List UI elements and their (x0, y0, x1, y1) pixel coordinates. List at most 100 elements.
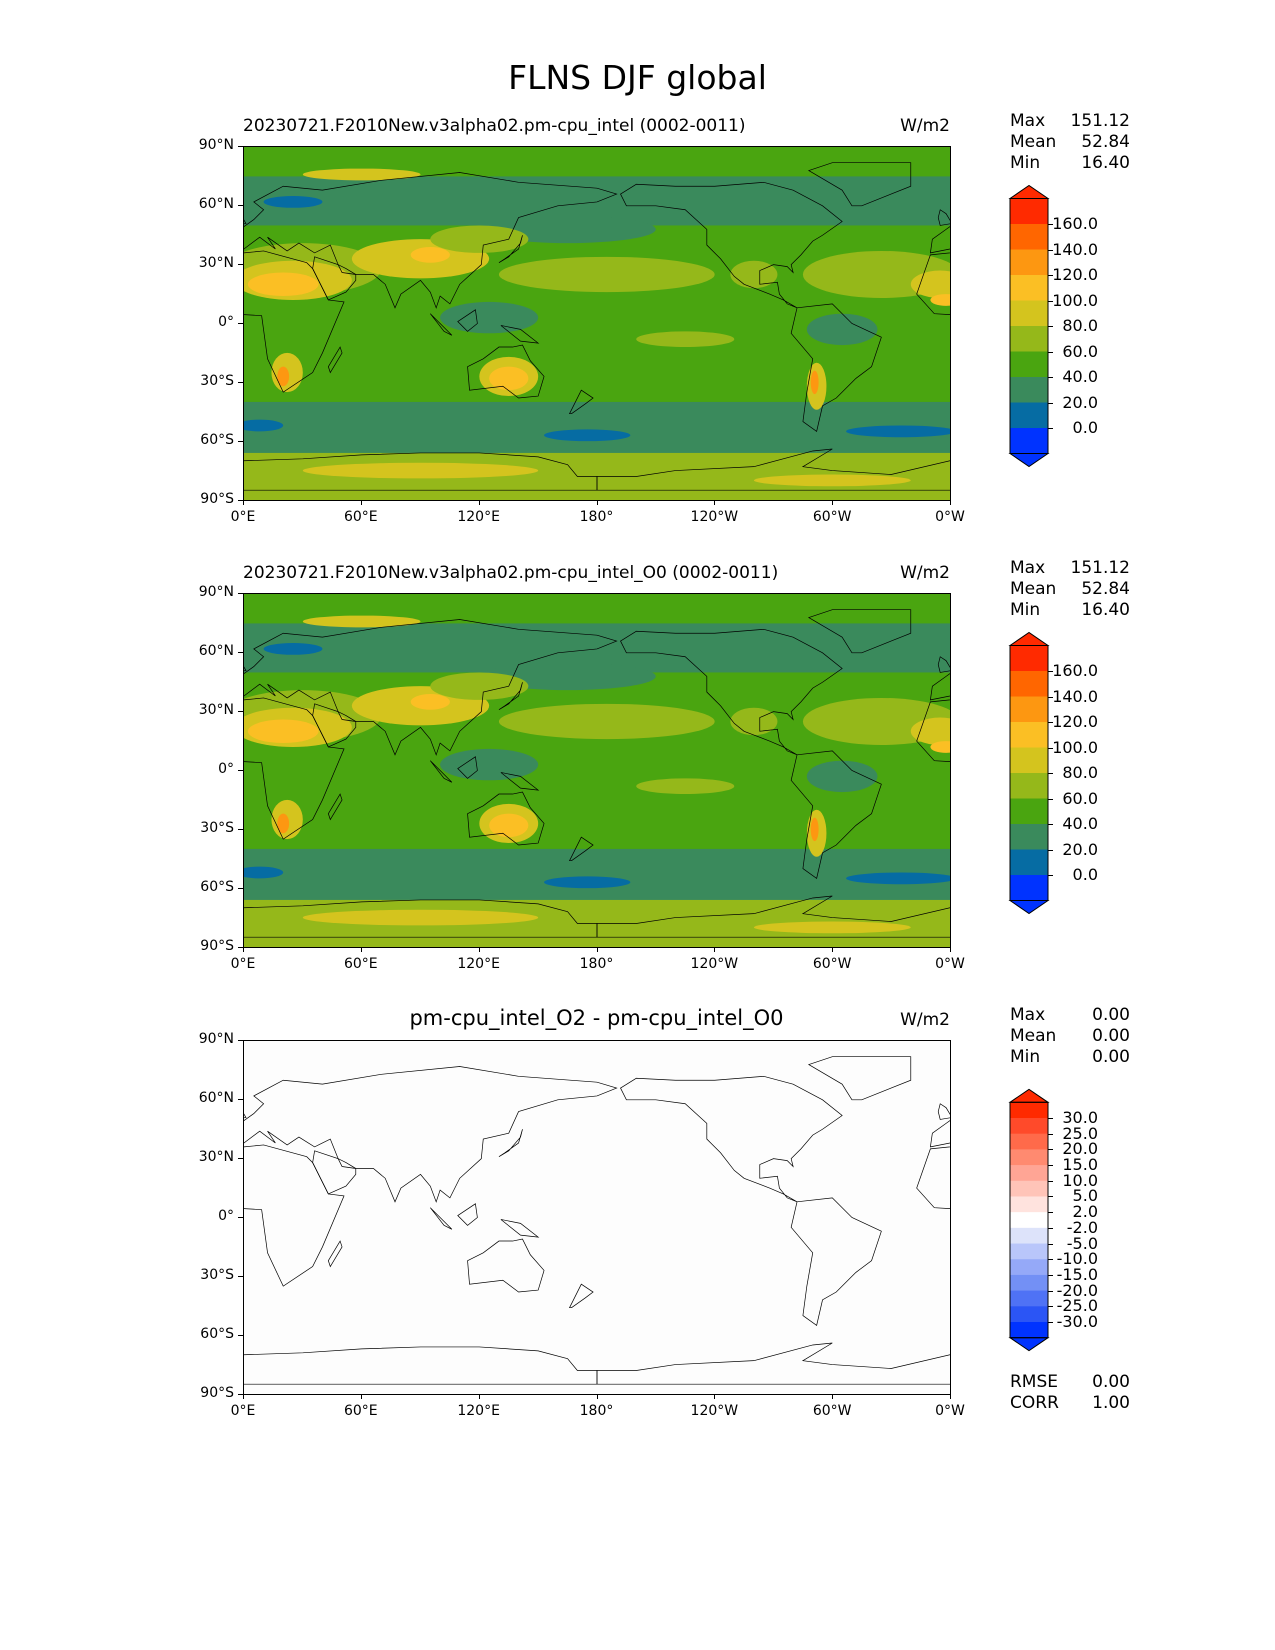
x-tick-mark (478, 947, 480, 952)
x-tick-label: 60°W (812, 509, 852, 525)
x-tick-label: 0°E (230, 1403, 256, 1419)
coastline (938, 657, 951, 673)
contour-fill (244, 866, 284, 879)
colorbar-swatch (1010, 198, 1048, 225)
contour-fill (930, 741, 950, 753)
contour-fill (753, 921, 911, 934)
stat-value: 0.00 (1092, 1047, 1130, 1067)
colorbar-tick (1048, 249, 1053, 251)
colorbar (1008, 184, 1050, 468)
contour-fill (244, 848, 950, 904)
colorbar-swatch (1010, 224, 1048, 250)
y-tick-mark (238, 1158, 243, 1159)
coastline (458, 757, 478, 779)
coastline (313, 1151, 356, 1194)
contour-fill (910, 270, 950, 299)
colorbar-swatch (1010, 377, 1048, 403)
y-tick-mark (238, 1394, 243, 1395)
x-tick-mark (243, 1394, 244, 1399)
colorbar-label: 5.0 (1072, 1186, 1098, 1206)
x-tick-label: 180° (579, 956, 614, 972)
colorbar-tick (1048, 1133, 1053, 1135)
panel-title: 20230721.F2010New.v3alpha02.pm-cpu_intel… (243, 116, 746, 136)
coastline (938, 1104, 951, 1120)
colorbar-swatch (1010, 428, 1048, 454)
coastline (621, 1076, 843, 1202)
coastline (243, 896, 597, 937)
colorbar-swatch (1010, 1290, 1048, 1307)
colorbar-tick (1048, 849, 1053, 851)
coastline (313, 704, 356, 747)
coastline (791, 304, 881, 431)
colorbar-swatch (1010, 1212, 1048, 1229)
coastline (499, 682, 523, 709)
contour-fill (910, 717, 950, 746)
colorbar-extend-max (1008, 184, 1050, 199)
contour-fill (247, 719, 319, 744)
coastline (597, 896, 951, 937)
colorbar-swatch (1010, 747, 1048, 774)
contour-fill (810, 817, 819, 842)
y-tick-mark (238, 770, 243, 771)
colorbar-tick (1048, 1290, 1053, 1292)
x-tick-mark (596, 500, 598, 505)
colorbar-tick (1048, 671, 1053, 672)
contour-fill (244, 419, 284, 432)
contour-fill (430, 225, 529, 253)
colorbar-swatch (1010, 1196, 1048, 1213)
y-tick-label: 30°S (200, 373, 234, 389)
x-tick-mark (950, 947, 951, 952)
stat-value: 0.00 (1092, 1372, 1130, 1392)
coastline (938, 210, 951, 226)
coastline (458, 310, 478, 332)
coastline (597, 1343, 951, 1384)
stat-value: 16.40 (1081, 153, 1130, 173)
coastline (621, 629, 843, 755)
colorbar-label: 2.0 (1072, 1202, 1098, 1222)
coastline (501, 1219, 538, 1237)
colorbar-tick (1048, 224, 1053, 225)
colorbar-extend-min (1008, 900, 1050, 915)
colorbar-swatch (1010, 849, 1048, 876)
y-tick-label: 0° (218, 314, 234, 330)
colorbar-label: -20.0 (1056, 1280, 1098, 1300)
contour-fill (244, 1041, 950, 1394)
colorbar-tick (1048, 1212, 1053, 1214)
colorbar-swatch (1010, 1306, 1048, 1323)
figure-title: FLNS DJF global (508, 58, 767, 97)
y-tick-label: 30°S (200, 820, 234, 836)
colorbar-swatch (1010, 824, 1048, 850)
colorbar-swatch (1010, 326, 1048, 352)
y-tick-mark (238, 205, 243, 206)
stat-value: 52.84 (1081, 579, 1130, 599)
contour-fill (440, 301, 539, 334)
coastline (243, 1066, 617, 1201)
coastline (468, 345, 544, 398)
coastline (501, 772, 538, 790)
y-tick-mark (238, 500, 243, 501)
coastline (430, 1208, 452, 1230)
y-tick-label: 90°S (200, 1385, 234, 1401)
contour-fill (846, 872, 950, 885)
stat-value: 151.12 (1070, 111, 1130, 131)
y-tick-label: 60°S (200, 1326, 234, 1342)
y-tick-label: 30°S (200, 1267, 234, 1283)
colorbar-swatch (1010, 402, 1048, 429)
colorbar-label: 15.0 (1062, 1155, 1098, 1175)
colorbar-swatch (1010, 1118, 1048, 1135)
x-tick-mark (714, 1394, 716, 1399)
colorbar-tick (1048, 1274, 1053, 1276)
x-tick-mark (714, 500, 716, 505)
x-tick-label: 180° (579, 1403, 614, 1419)
colorbar (1008, 631, 1050, 915)
colorbar-label: 120.0 (1052, 712, 1098, 731)
colorbar-label: -5.0 (1066, 1233, 1098, 1253)
x-tick-mark (478, 1394, 480, 1399)
y-tick-mark (238, 1276, 243, 1277)
coastline (328, 794, 342, 819)
colorbar-swatch (1010, 645, 1048, 672)
colorbar-tick (1048, 1180, 1053, 1182)
colorbar-label: 0.0 (1072, 418, 1098, 437)
colorbar-label: -30.0 (1056, 1312, 1098, 1331)
